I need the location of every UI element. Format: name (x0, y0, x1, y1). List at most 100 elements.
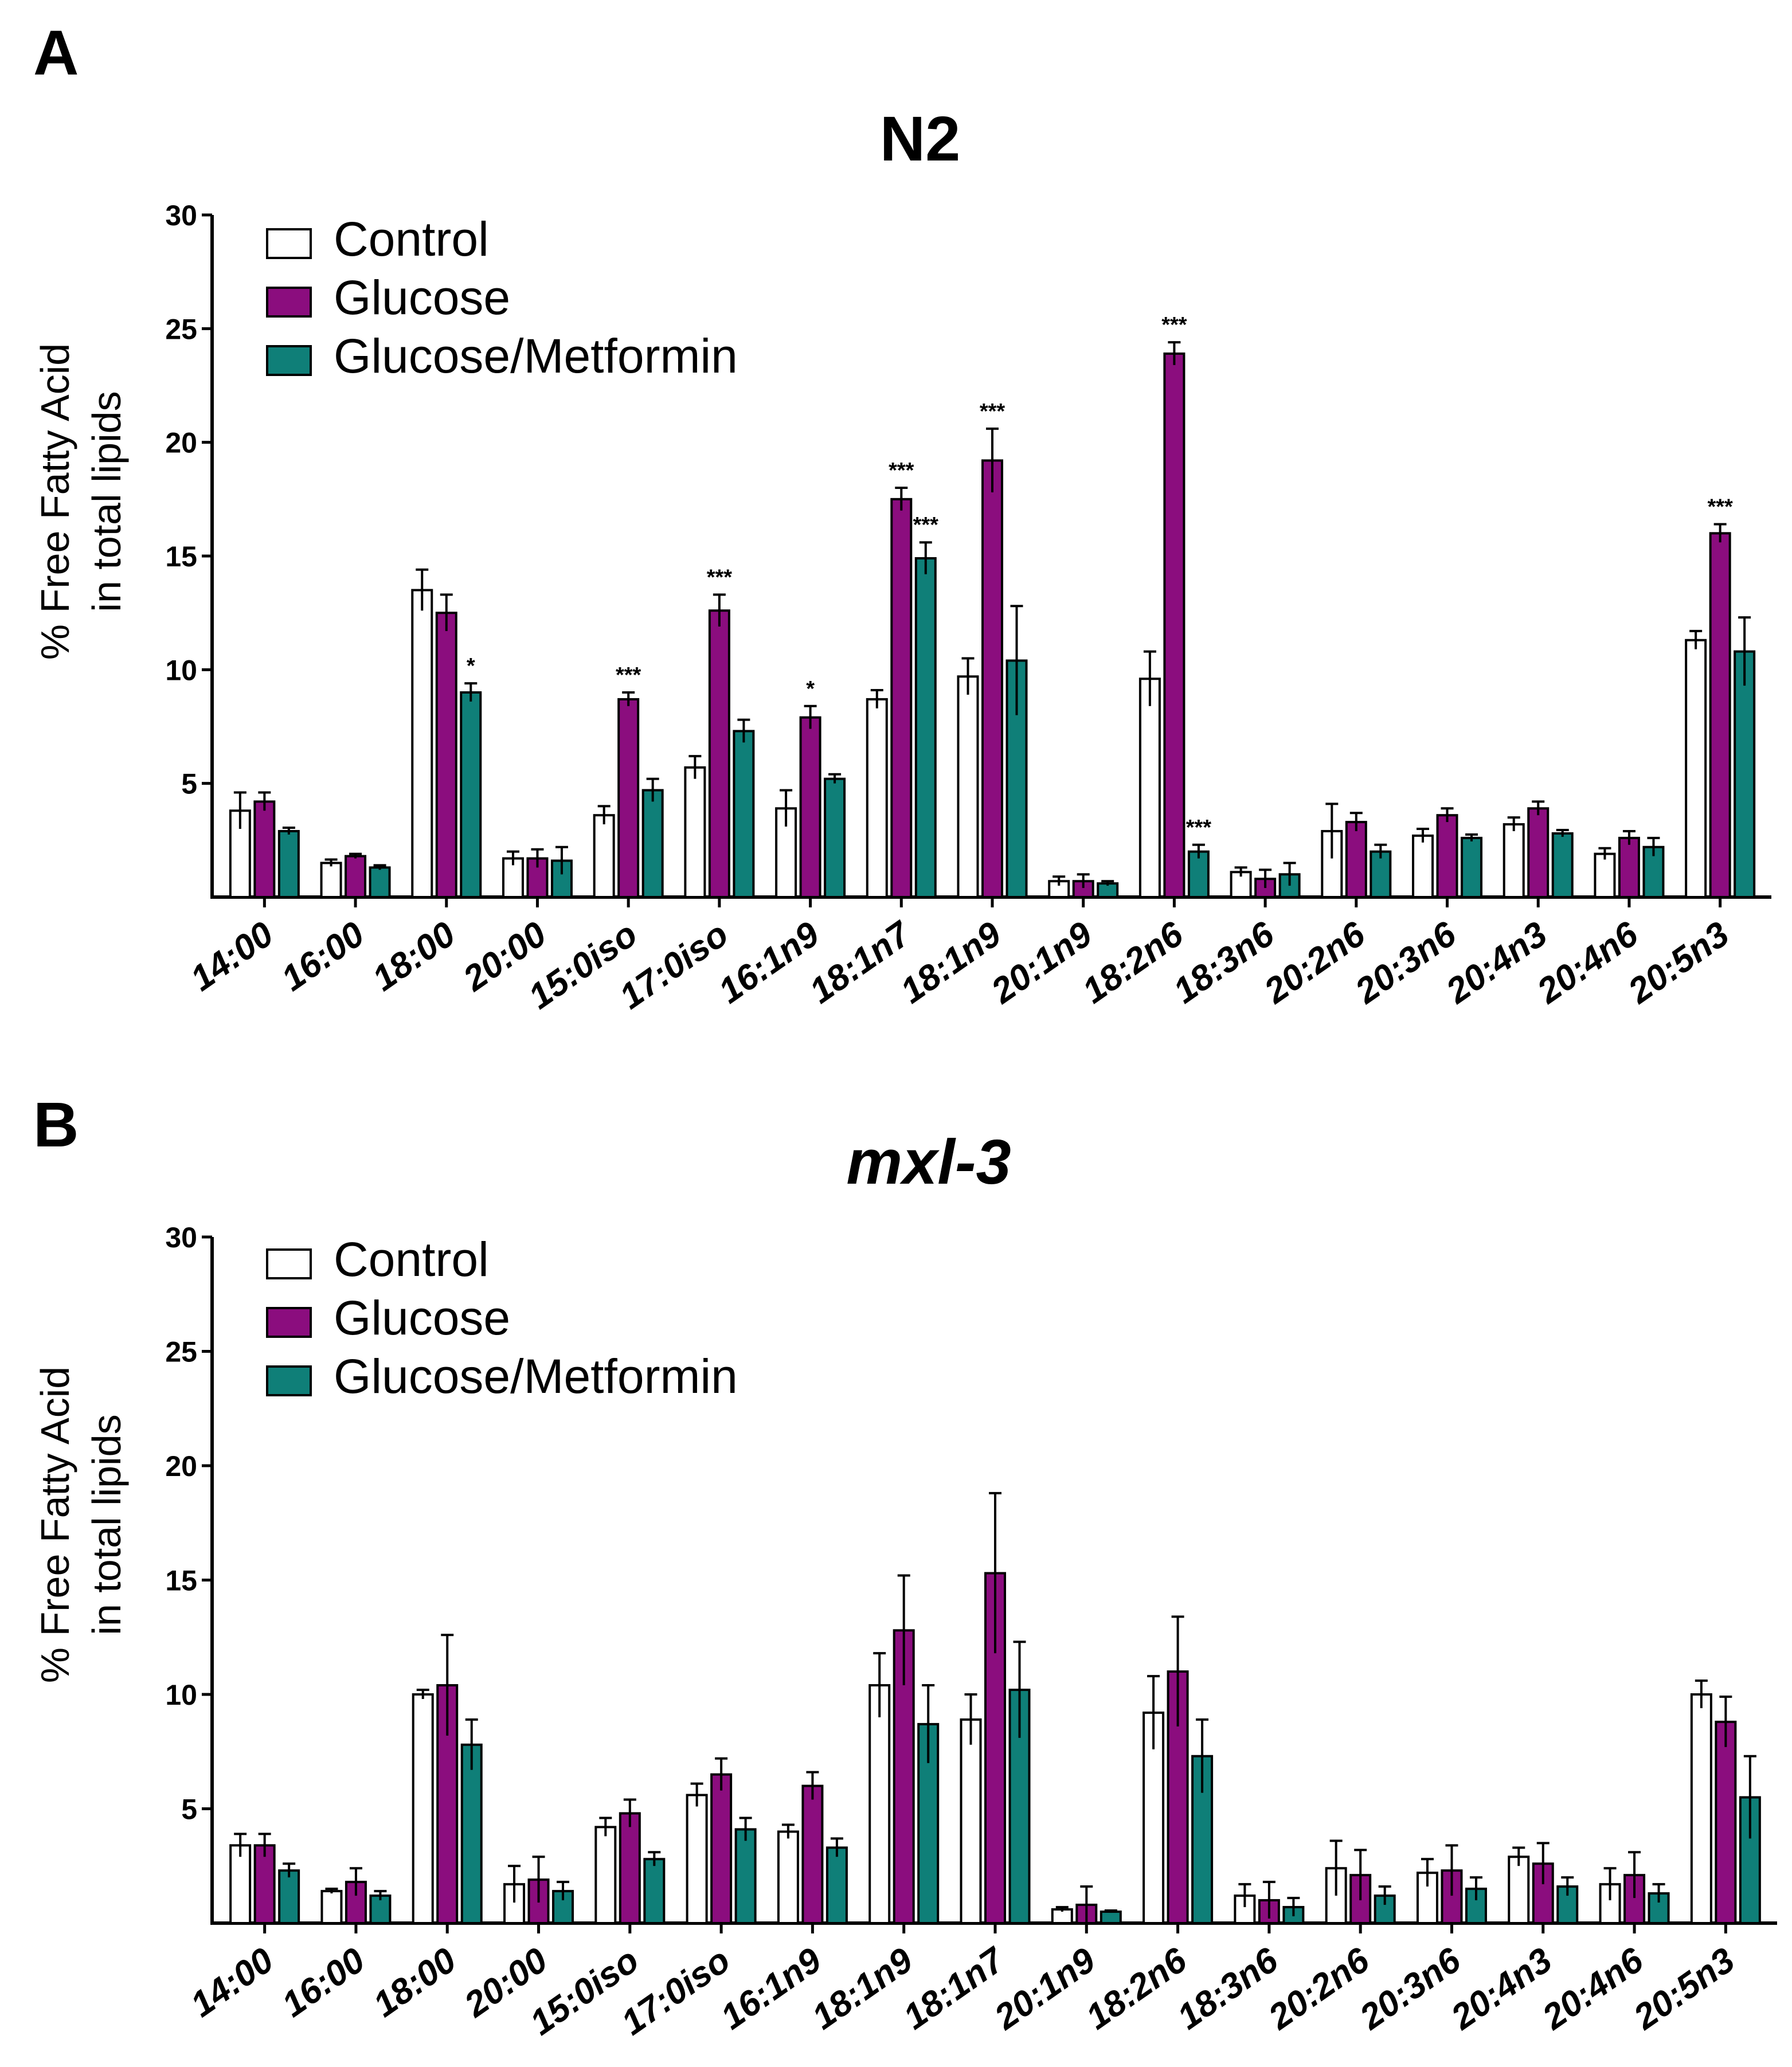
chart-a-xtick-label: 18:00 (365, 914, 462, 999)
chart-b-bar (960, 1718, 982, 1924)
chart-a-legend-label: Glucose/Metformin (334, 329, 738, 383)
chart-b-bar (710, 1773, 733, 1924)
chart-a-plot: 5101520253014:0016:0018:0020:0015:0iso17… (165, 199, 1771, 1017)
chart-b-xtick-label: 18:1n7 (897, 1940, 1013, 2038)
chart-b-xtick-label: 20:3n6 (1352, 1940, 1468, 2038)
chart-a-xtick-label: 20:5n3 (1621, 914, 1736, 1012)
chart-a-bar (708, 609, 730, 898)
chart-a-ylabel: % Free Fatty Acid in total lipids (33, 343, 129, 660)
chart-a-bar (1138, 678, 1161, 898)
chart-a-bar (1685, 639, 1707, 899)
chart-a-bar (1527, 807, 1550, 899)
chart-a-significance-label: *** (707, 565, 733, 589)
chart-a-significance-label: *** (1186, 816, 1212, 840)
chart-a-xtick-label: 16:00 (275, 914, 371, 999)
chart-b-bar (868, 1684, 891, 1925)
chart-b-xtick-label: 18:1n9 (805, 1940, 920, 2037)
chart-b-bar (1690, 1693, 1712, 1924)
chart-b-xtick-label: 16:1n9 (714, 1940, 829, 2037)
chart-a-legend-swatch (266, 345, 312, 376)
chart-a-bar (1594, 852, 1616, 898)
chart-a-xtick-label: 20:3n6 (1348, 914, 1464, 1012)
chart-b-ytick-label: 15 (165, 1565, 197, 1597)
chart-a-legend-label: Control (334, 212, 489, 266)
chart-a-bar (460, 691, 482, 898)
chart-a-significance-label: *** (1161, 313, 1187, 337)
chart-b-bar (594, 1826, 617, 1924)
chart-a-bar (914, 557, 937, 898)
chart-a-bar (345, 855, 367, 898)
chart-b-ytick-label: 30 (165, 1222, 197, 1254)
chart-a-bar (890, 498, 913, 898)
chart-b-ytick-label: 25 (165, 1336, 197, 1368)
chart-a-bar (1734, 650, 1756, 898)
chart-a-ytick-label: 15 (165, 541, 197, 573)
panel-letter-a: A (33, 18, 79, 88)
chart-a-bar (320, 862, 342, 898)
chart-b-bar (320, 1890, 343, 1924)
chart-b-legend-label: Glucose/Metformin (334, 1349, 738, 1403)
chart-a-xtick-label: 18:3n6 (1167, 914, 1282, 1011)
chart-a-ytick-label: 25 (165, 313, 197, 345)
chart-a-bar (1618, 836, 1640, 899)
chart-b-bar (734, 1828, 757, 1924)
chart-b-bar (229, 1844, 252, 1925)
chart-b-xtick-label: 18:3n6 (1170, 1940, 1285, 2037)
chart-a-title: N2 (880, 104, 961, 174)
chart-b-xtick-label: 20:1n9 (987, 1940, 1103, 2038)
chart-a-bar (1551, 832, 1574, 899)
chart-b-xtick-label: 16:00 (275, 1940, 371, 2025)
chart-a-xtick-label: 18:2n6 (1075, 914, 1191, 1011)
chart-a-bar (253, 800, 276, 899)
chart-b-bar (436, 1684, 459, 1925)
chart-a-xtick-label: 16:1n9 (711, 914, 827, 1011)
chart-a-legend-swatch (266, 287, 312, 318)
chart-b-bar (460, 1743, 483, 1925)
chart-b-bar (801, 1784, 824, 1925)
chart-b-bar (278, 1869, 300, 1924)
chart-b-ytick-label: 5 (181, 1794, 197, 1826)
chart-b-ylabel-line2: in total lipids (84, 1414, 129, 1635)
chart-b-legend-swatch (266, 1307, 312, 1338)
chart-a-bar (1709, 532, 1731, 898)
chart-b-bar (1100, 1911, 1122, 1925)
chart-a-ylabel-line2: in total lipids (84, 391, 129, 612)
chart-a-bar (1412, 834, 1434, 899)
chart-a-xtick-label: 20:4n6 (1530, 914, 1646, 1012)
chart-b-bar (1234, 1894, 1256, 1925)
chart-a-bar (1436, 814, 1458, 898)
chart-b-bar (825, 1846, 848, 1925)
chart-b-xtick-label: 18:2n6 (1079, 1940, 1194, 2037)
chart-a-legend-label: Glucose (334, 271, 510, 324)
chart-b-bar (1508, 1855, 1530, 1925)
chart-b-ytick-label: 10 (165, 1679, 197, 1711)
chart-a-bar (1461, 836, 1483, 899)
chart-b-xtick-label: 20:4n3 (1443, 1940, 1559, 2038)
chart-a-bar (593, 814, 615, 898)
chart-b-bar (619, 1812, 641, 1924)
chart-b-bar (1191, 1755, 1214, 1924)
chart-a-bar (981, 459, 1003, 898)
chart-a-significance-label: * (806, 677, 815, 701)
chart-b-bar (253, 1844, 276, 1925)
chart-b-legend-label: Glucose (334, 1291, 510, 1345)
chart-a-bar (824, 777, 846, 898)
chart-b-bar (412, 1693, 434, 1924)
chart-b-legend-swatch (266, 1248, 312, 1279)
chart-a-bar (1503, 823, 1525, 898)
chart-a-ytick-label: 10 (165, 654, 197, 686)
chart-b-ylabel-line1: % Free Fatty Acid (33, 1367, 77, 1683)
chart-b-bar (686, 1794, 708, 1925)
chart-a-bar (641, 789, 664, 898)
chart-a-xtick-label: 20:2n6 (1257, 914, 1373, 1012)
chart-b-xtick-label: 20:4n6 (1535, 1940, 1651, 2038)
chart-b-xtick-label: 20:2n6 (1261, 1940, 1377, 2038)
chart-a-bar (277, 829, 300, 899)
chart-a-ytick-label: 30 (165, 199, 197, 232)
chart-a-xtick-label: 20:1n9 (984, 914, 1100, 1012)
chart-a-bar (369, 866, 391, 899)
chart-a-ylabel-line1: % Free Fatty Acid (33, 343, 77, 660)
chart-b-legend-label: Control (334, 1232, 489, 1286)
chart-a-significance-label: *** (889, 459, 914, 483)
